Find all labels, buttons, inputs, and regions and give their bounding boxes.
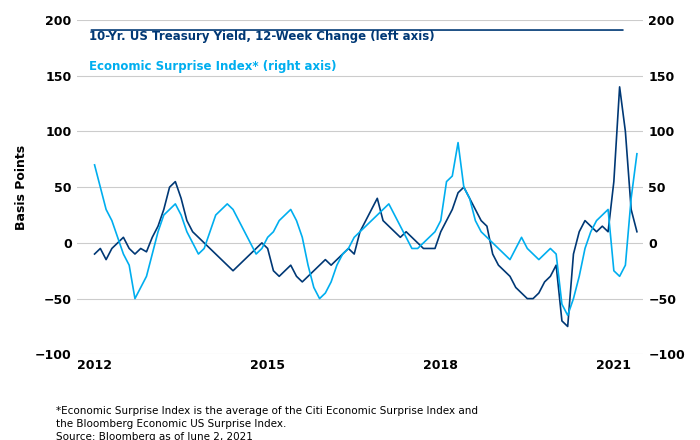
Text: Source: Bloomberg as of June 2, 2021: Source: Bloomberg as of June 2, 2021 [56, 432, 253, 440]
Text: the Bloomberg Economic US Surprise Index.: the Bloomberg Economic US Surprise Index… [56, 419, 286, 429]
Text: Economic Surprise Index* (right axis): Economic Surprise Index* (right axis) [89, 60, 336, 73]
Text: *Economic Surprise Index is the average of the Citi Economic Surprise Index and: *Economic Surprise Index is the average … [56, 406, 478, 416]
Text: 10-Yr. US Treasury Yield, 12-Week Change (left axis): 10-Yr. US Treasury Yield, 12-Week Change… [89, 30, 434, 43]
Y-axis label: Basis Points: Basis Points [15, 145, 28, 230]
